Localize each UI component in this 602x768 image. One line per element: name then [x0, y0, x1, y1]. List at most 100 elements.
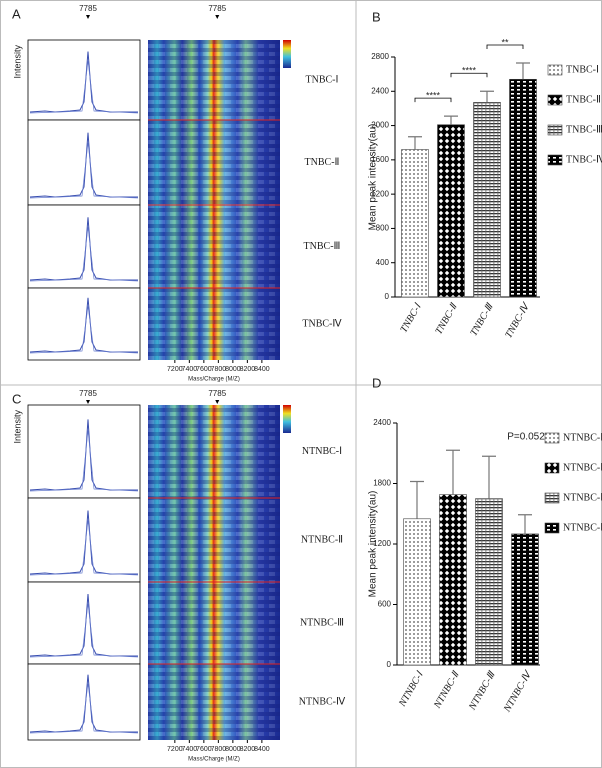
bar [401, 149, 429, 298]
error-bar [444, 115, 458, 125]
spectrum-box [27, 581, 141, 665]
peak-label: 7785 [79, 4, 97, 13]
legend-label: TNBC-Ⅲ [566, 124, 602, 135]
x-tick-label: 8400 [254, 366, 270, 373]
spectrum [29, 510, 138, 575]
legend-label: NTNBC-Ⅳ [563, 522, 602, 533]
error-bar [518, 514, 532, 534]
peak-label: 7785 [208, 4, 226, 13]
group-label: NTNBC-Ⅳ [299, 696, 346, 707]
y-tick-label: 1800 [373, 479, 391, 488]
x-tick-label: 7600 [196, 366, 212, 373]
spectrum [29, 674, 138, 733]
spectrum [29, 142, 139, 199]
x-tick-label: 8200 [240, 366, 256, 373]
x-tick-label: 7400 [182, 366, 198, 373]
legend-label: NTNBC-Ⅱ [563, 462, 602, 473]
x-tick-label: NTNBC-Ⅲ [467, 669, 499, 713]
legend-swatch [547, 154, 563, 166]
y-tick-label: 0 [387, 660, 392, 669]
x-tick-label: 7200 [167, 746, 183, 753]
y-tick-label: 1200 [373, 539, 391, 548]
bar [439, 494, 467, 666]
significance-label: ** [501, 37, 509, 47]
spectrum [29, 132, 138, 198]
x-tick-label: TNBC-Ⅳ [503, 301, 532, 341]
axis-title: Intensity [12, 410, 22, 444]
legend-swatch [544, 432, 560, 444]
spectrum [29, 603, 139, 658]
spectrum [29, 60, 139, 114]
bar [509, 78, 537, 298]
y-tick-label: 0 [385, 292, 390, 301]
x-tick-label: 7800 [211, 746, 227, 753]
significance-bracket [486, 44, 524, 49]
legend-swatch [544, 522, 560, 534]
axis-title: Mean peak intensity(au) [368, 491, 379, 598]
bar [511, 533, 539, 666]
error-bar [516, 62, 530, 80]
x-tick-label: NTNBC-Ⅱ [432, 669, 463, 711]
x-tick-label: 8000 [225, 366, 241, 373]
heatmap-texture [148, 405, 280, 740]
heatmap-texture [148, 40, 280, 360]
panel-label: A [12, 6, 21, 21]
panel-label: D [372, 375, 381, 390]
x-tick-label: TNBC-Ⅱ [433, 301, 460, 336]
x-tick-label: 7800 [211, 366, 227, 373]
legend-swatch [544, 492, 560, 504]
x-tick-label: 8200 [240, 746, 256, 753]
x-tick-label: NTNBC-Ⅰ [397, 669, 427, 709]
axis-title: Mass/Charge (M/Z) [188, 377, 240, 383]
panel-label: C [12, 391, 21, 406]
bar [403, 518, 431, 666]
legend-label: TNBC-Ⅳ [566, 154, 602, 165]
spectrum [29, 430, 139, 492]
legend-swatch [547, 64, 563, 76]
spectrum-box [27, 39, 141, 121]
peak-marker [215, 400, 220, 404]
spectrum-box [27, 663, 141, 741]
spectrum [29, 520, 139, 576]
error-bar [482, 455, 496, 499]
legend-label: NTNBC-Ⅲ [563, 492, 602, 503]
y-tick-label: 1600 [371, 155, 389, 164]
spectrum [29, 226, 139, 282]
significance-label: **** [426, 91, 441, 101]
legend-label: TNBC-Ⅰ [566, 64, 599, 75]
bar [437, 124, 465, 298]
bar [473, 102, 501, 298]
x-tick-label: 7200 [167, 366, 183, 373]
significance-bracket [414, 97, 452, 103]
y-tick-label: 1200 [371, 189, 389, 198]
group-label: NTNBC-Ⅲ [300, 617, 344, 628]
spectrum [29, 51, 138, 113]
group-label: TNBC-Ⅲ [304, 241, 341, 252]
legend-swatch [547, 124, 563, 136]
panel-label: B [372, 9, 381, 24]
x-tick-label: 8400 [254, 746, 270, 753]
peak-label: 7785 [208, 389, 226, 398]
significance-label: **** [462, 66, 477, 76]
x-tick-label: TNBC-Ⅰ [398, 301, 424, 335]
y-tick-label: 2400 [373, 418, 391, 427]
legend-label: NTNBC-Ⅰ [563, 432, 602, 443]
legend-swatch [544, 462, 560, 474]
spectrum-box [27, 204, 141, 289]
peak-arrow [86, 400, 90, 404]
spectrum [29, 306, 139, 354]
spectrum-box [27, 287, 141, 361]
spectrum [29, 297, 138, 353]
spectrum [29, 683, 139, 734]
x-tick-label: 8000 [225, 746, 241, 753]
y-tick-label: 400 [376, 258, 390, 267]
axis-title: Mean peak intensity(au) [368, 124, 379, 231]
spectrum [29, 594, 138, 657]
peak-label: 7785 [79, 389, 97, 398]
error-bar [408, 136, 422, 150]
y-tick-label: 2400 [371, 86, 389, 95]
axis-title: Intensity [12, 45, 22, 79]
group-label: TNBC-Ⅰ [306, 74, 339, 85]
group-label: TNBC-Ⅱ [305, 157, 340, 168]
